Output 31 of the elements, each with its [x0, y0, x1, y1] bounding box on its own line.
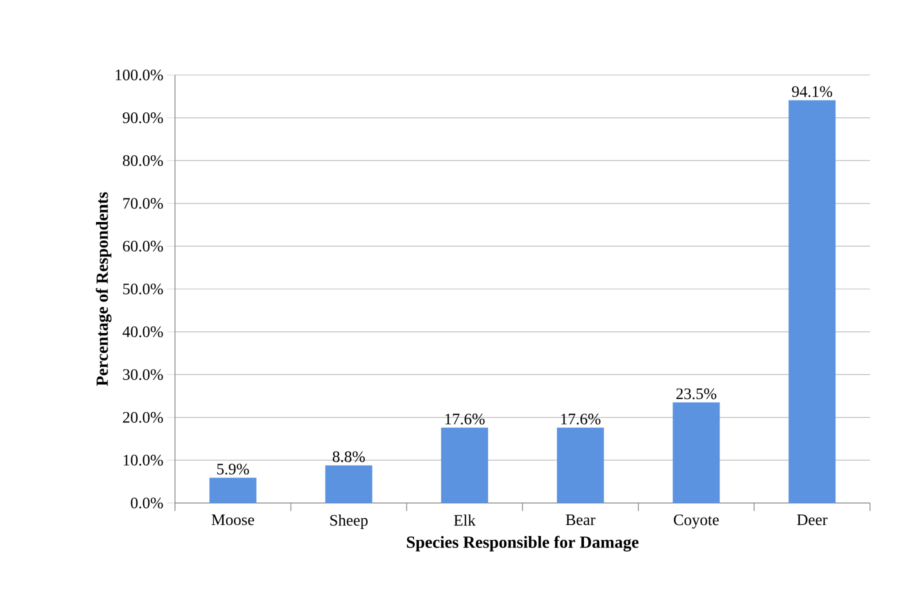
bar [441, 428, 488, 503]
data-label: 17.6% [445, 414, 485, 424]
x-tick-label: Deer [797, 514, 828, 526]
x-tick-label: Coyote [674, 514, 719, 529]
y-tick-label: 50.0% [123, 284, 163, 294]
y-tick-label: 70.0% [123, 198, 163, 209]
data-label: 94.1% [792, 86, 832, 98]
y-tick-label: 100.0% [116, 70, 163, 80]
y-tick-label: 30.0% [123, 369, 163, 380]
bar [672, 402, 720, 503]
data-label: 5.9% [217, 464, 249, 475]
x-tick-label: Sheep [330, 514, 368, 529]
x-tick-label: Bear [566, 514, 596, 526]
data-label: 8.8% [332, 451, 365, 462]
y-tick-label: 80.0% [122, 155, 163, 166]
bar [788, 100, 836, 503]
bar [325, 465, 372, 503]
y-tick-label: 40.0% [122, 326, 163, 338]
bar [209, 478, 256, 503]
y-tick-label: 20.0% [123, 412, 163, 423]
bar [556, 428, 604, 503]
y-tick-label: 0.0% [130, 498, 163, 508]
y-tick-label: 90.0% [122, 112, 163, 124]
x-tick-label: Elk [454, 514, 476, 526]
x-tick-label: Moose [212, 514, 254, 526]
data-label: 17.6% [561, 414, 600, 424]
y-tick-label: 60.0% [122, 240, 163, 252]
y-axis-title: Percentage of Respondents [96, 192, 112, 386]
y-tick-label: 10.0% [124, 454, 163, 466]
x-axis-title: Species Responsible for Damage [406, 536, 638, 552]
data-label: 23.5% [676, 388, 716, 400]
